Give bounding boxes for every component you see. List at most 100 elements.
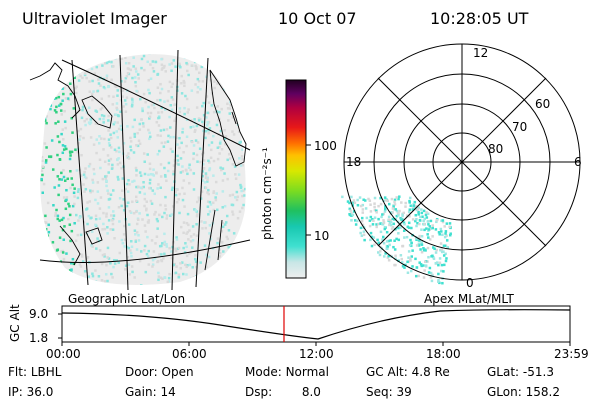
- image-pixel: [127, 263, 131, 266]
- door-label: Door:: [125, 365, 158, 379]
- polar-pixel: [352, 210, 356, 213]
- image-pixel: [91, 178, 94, 182]
- polar-pixel: [404, 201, 407, 205]
- image-pixel: [153, 106, 156, 110]
- image-pixel: [144, 230, 147, 233]
- image-pixel: [70, 150, 74, 154]
- polar-pixel: [420, 243, 424, 246]
- image-pixel: [153, 192, 156, 196]
- image-pixel: [63, 109, 66, 113]
- image-pixel: [180, 92, 184, 95]
- image-pixel: [207, 132, 210, 135]
- image-pixel: [96, 181, 100, 184]
- image-pixel: [98, 135, 101, 138]
- image-pixel: [151, 189, 155, 192]
- polar-pixel: [356, 203, 360, 207]
- image-pixel: [231, 210, 234, 213]
- image-pixel: [169, 104, 173, 107]
- image-pixel: [199, 261, 202, 264]
- image-pixel: [204, 129, 208, 133]
- image-pixel: [102, 85, 106, 89]
- image-pixel: [174, 271, 178, 275]
- polar-pixel: [414, 213, 418, 217]
- image-pixel: [51, 241, 55, 244]
- image-pixel: [198, 147, 202, 150]
- image-pixel: [178, 136, 181, 140]
- image-pixel: [43, 142, 47, 145]
- image-pixel: [49, 107, 52, 111]
- image-pixel: [151, 263, 155, 266]
- image-pixel: [106, 232, 109, 235]
- image-pixel: [154, 60, 157, 64]
- image-pixel: [181, 165, 184, 168]
- image-pixel: [221, 225, 225, 229]
- image-pixel: [91, 274, 95, 278]
- polar-pixel: [416, 221, 419, 225]
- polar-pixel: [422, 209, 426, 213]
- image-pixel: [143, 160, 146, 163]
- image-pixel: [65, 188, 68, 192]
- polar-pixel: [350, 219, 353, 222]
- image-pixel: [66, 97, 70, 100]
- polar-pixel: [377, 222, 380, 226]
- image-pixel: [148, 131, 151, 135]
- image-pixel: [54, 96, 58, 100]
- image-pixel: [201, 227, 204, 230]
- polar-pixel: [409, 269, 413, 273]
- image-pixel: [141, 107, 144, 110]
- polar-lat-70: 70: [512, 120, 528, 134]
- image-pixel: [95, 138, 98, 141]
- polar-pixel: [440, 219, 443, 222]
- image-pixel: [202, 113, 206, 117]
- polar-pixel: [361, 211, 365, 214]
- image-pixel: [167, 161, 171, 165]
- image-pixel: [131, 180, 134, 183]
- polar-pixel: [379, 230, 383, 234]
- image-pixel: [61, 87, 64, 90]
- image-pixel: [135, 199, 138, 203]
- polar-pixel: [434, 228, 438, 231]
- image-pixel: [116, 175, 120, 179]
- polar-pixel: [418, 261, 421, 264]
- image-pixel: [83, 73, 87, 77]
- image-pixel: [133, 276, 136, 279]
- polar-pixel: [341, 195, 344, 199]
- polar-pixel: [424, 264, 428, 267]
- polar-pixel: [399, 254, 403, 257]
- polar-pixel: [364, 207, 368, 210]
- image-pixel: [204, 176, 208, 180]
- image-pixel: [160, 242, 164, 245]
- image-pixel: [240, 189, 243, 193]
- image-pixel: [152, 70, 156, 73]
- image-pixel: [137, 234, 140, 237]
- polar-pixel: [353, 201, 357, 205]
- polar-pixel: [387, 259, 391, 262]
- image-pixel: [116, 94, 119, 97]
- image-pixel: [57, 193, 60, 197]
- image-pixel: [123, 99, 127, 102]
- image-pixel: [121, 95, 125, 98]
- image-pixel: [179, 65, 182, 69]
- polar-pixel: [382, 219, 385, 222]
- polar-pixel: [407, 221, 411, 225]
- image-pixel: [54, 212, 58, 215]
- image-pixel: [153, 256, 157, 260]
- image-pixel: [135, 222, 139, 226]
- polar-pixel: [426, 220, 430, 223]
- polar-pixel: [414, 257, 417, 261]
- image-pixel: [87, 121, 91, 124]
- image-pixel: [164, 70, 167, 73]
- image-pixel: [116, 89, 120, 92]
- image-pixel: [56, 214, 60, 218]
- image-pixel: [83, 269, 87, 273]
- image-pixel: [165, 128, 169, 131]
- image-pixel: [134, 81, 137, 84]
- image-pixel: [122, 208, 126, 212]
- image-pixel: [208, 161, 211, 164]
- image-pixel: [138, 122, 142, 126]
- image-pixel: [208, 232, 211, 235]
- image-pixel: [41, 191, 44, 194]
- image-pixel: [93, 72, 97, 75]
- image-pixel: [182, 150, 185, 154]
- image-pixel: [109, 157, 113, 161]
